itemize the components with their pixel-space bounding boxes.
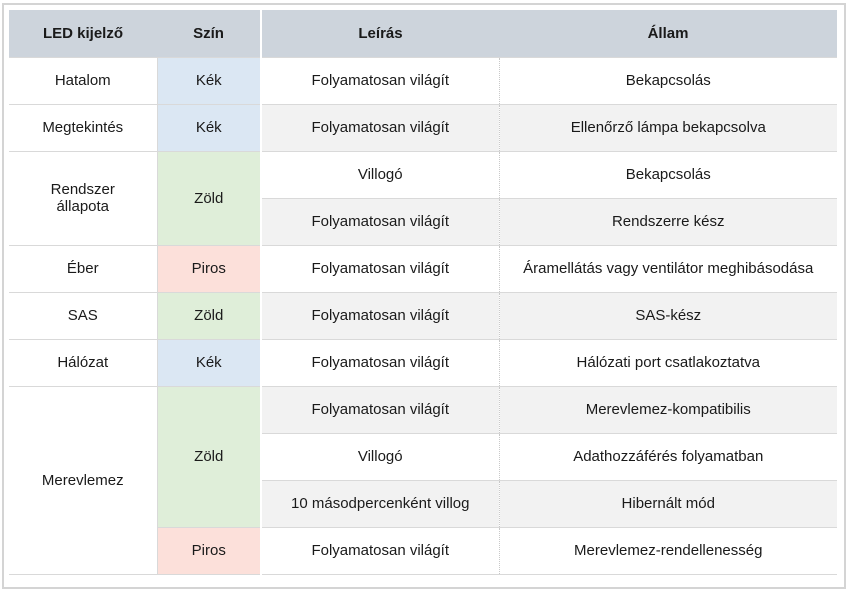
state-cell: Ellenőrző lámpa bekapcsolva	[499, 103, 837, 152]
state-cell: Bekapcsolás	[499, 150, 837, 199]
led-table-body: Hatalom Kék Folyamatosan világít Bekapcsolá…	[9, 56, 837, 575]
description-cell: Villogó	[261, 432, 500, 481]
color-cell: Piros	[157, 526, 262, 575]
description-cell: Folyamatosan világít	[261, 197, 500, 246]
color-cell: Kék	[157, 56, 262, 105]
led-cell: Rendszer állapota	[9, 150, 158, 246]
description-cell: Villogó	[261, 150, 500, 199]
state-cell: Hálózati port csatlakoztatva	[499, 338, 837, 387]
color-cell: Kék	[157, 338, 262, 387]
table-row: SAS Zöld Folyamatosan világít SAS-kész	[9, 291, 837, 340]
color-cell: Piros	[157, 244, 262, 293]
column-header-led-display: LED kijelző	[9, 10, 157, 58]
table-row: Rendszer állapota Zöld Villogó Bekapcsolás	[9, 150, 837, 246]
led-cell: Éber	[9, 244, 158, 293]
led-indicator-table: LED kijelző Szín Leírás Állam Hatalom Kék…	[9, 10, 837, 575]
description-cell: Folyamatosan világít	[261, 338, 500, 387]
table-row: Merevlemez Zöld Folyamatosan világít Merevl…	[9, 385, 837, 575]
state-cell: Rendszerre kész	[499, 197, 837, 246]
state-cell: SAS-kész	[499, 291, 837, 340]
state-cell: Merevlemez-rendellenesség	[499, 526, 837, 575]
description-cell: Folyamatosan világít	[261, 103, 500, 152]
state-cell: Áramellátás vagy ventilátor meghibásodás…	[499, 244, 837, 293]
led-cell: Hatalom	[9, 56, 158, 105]
color-cell: Zöld	[157, 150, 262, 246]
table-row: Hatalom Kék Folyamatosan világít Bekapcsolá…	[9, 56, 837, 105]
color-cell: Kék	[157, 103, 262, 152]
description-cell: Folyamatosan világít	[261, 244, 500, 293]
color-cell: Zöld	[157, 385, 262, 528]
led-cell: Merevlemez	[9, 385, 158, 575]
state-cell: Adathozzáférés folyamatban	[499, 432, 837, 481]
column-header-color: Szín	[157, 10, 262, 58]
column-header-state: Állam	[499, 10, 837, 58]
table-row: Hálózat Kék Folyamatosan világít Hálózati p…	[9, 338, 837, 387]
table-row: Folyamatosan világít Rendszerre kész	[9, 197, 837, 246]
description-cell: 10 másodpercenként villog	[261, 479, 500, 528]
state-cell: Merevlemez-kompatibilis	[499, 385, 837, 434]
description-cell: Folyamatosan világít	[261, 291, 500, 340]
led-cell: Hálózat	[9, 338, 158, 387]
table-row: Megtekintés Kék Folyamatosan világít Ellenő…	[9, 103, 837, 152]
state-cell: Hibernált mód	[499, 479, 837, 528]
led-cell: Megtekintés	[9, 103, 158, 152]
table-row: Éber Piros Folyamatosan világít Áramellátás…	[9, 244, 837, 293]
table-frame: LED kijelző Szín Leírás Állam Hatalom Kék…	[2, 3, 846, 589]
table-row: 10 másodpercenként villog Hibernált mód	[9, 479, 837, 528]
description-cell: Folyamatosan világít	[261, 385, 500, 434]
table-row: Piros Folyamatosan világít Merevlemez-rend…	[9, 526, 837, 575]
column-header-description: Leírás	[261, 10, 499, 58]
table-row: Villogó Adathozzáférés folyamatban	[9, 432, 837, 481]
description-cell: Folyamatosan világít	[261, 56, 500, 105]
state-cell: Bekapcsolás	[499, 56, 837, 105]
description-cell: Folyamatosan világít	[261, 526, 500, 575]
led-cell: SAS	[9, 291, 158, 340]
color-cell: Zöld	[157, 291, 262, 340]
table-header-row: LED kijelző Szín Leírás Állam	[9, 10, 837, 58]
